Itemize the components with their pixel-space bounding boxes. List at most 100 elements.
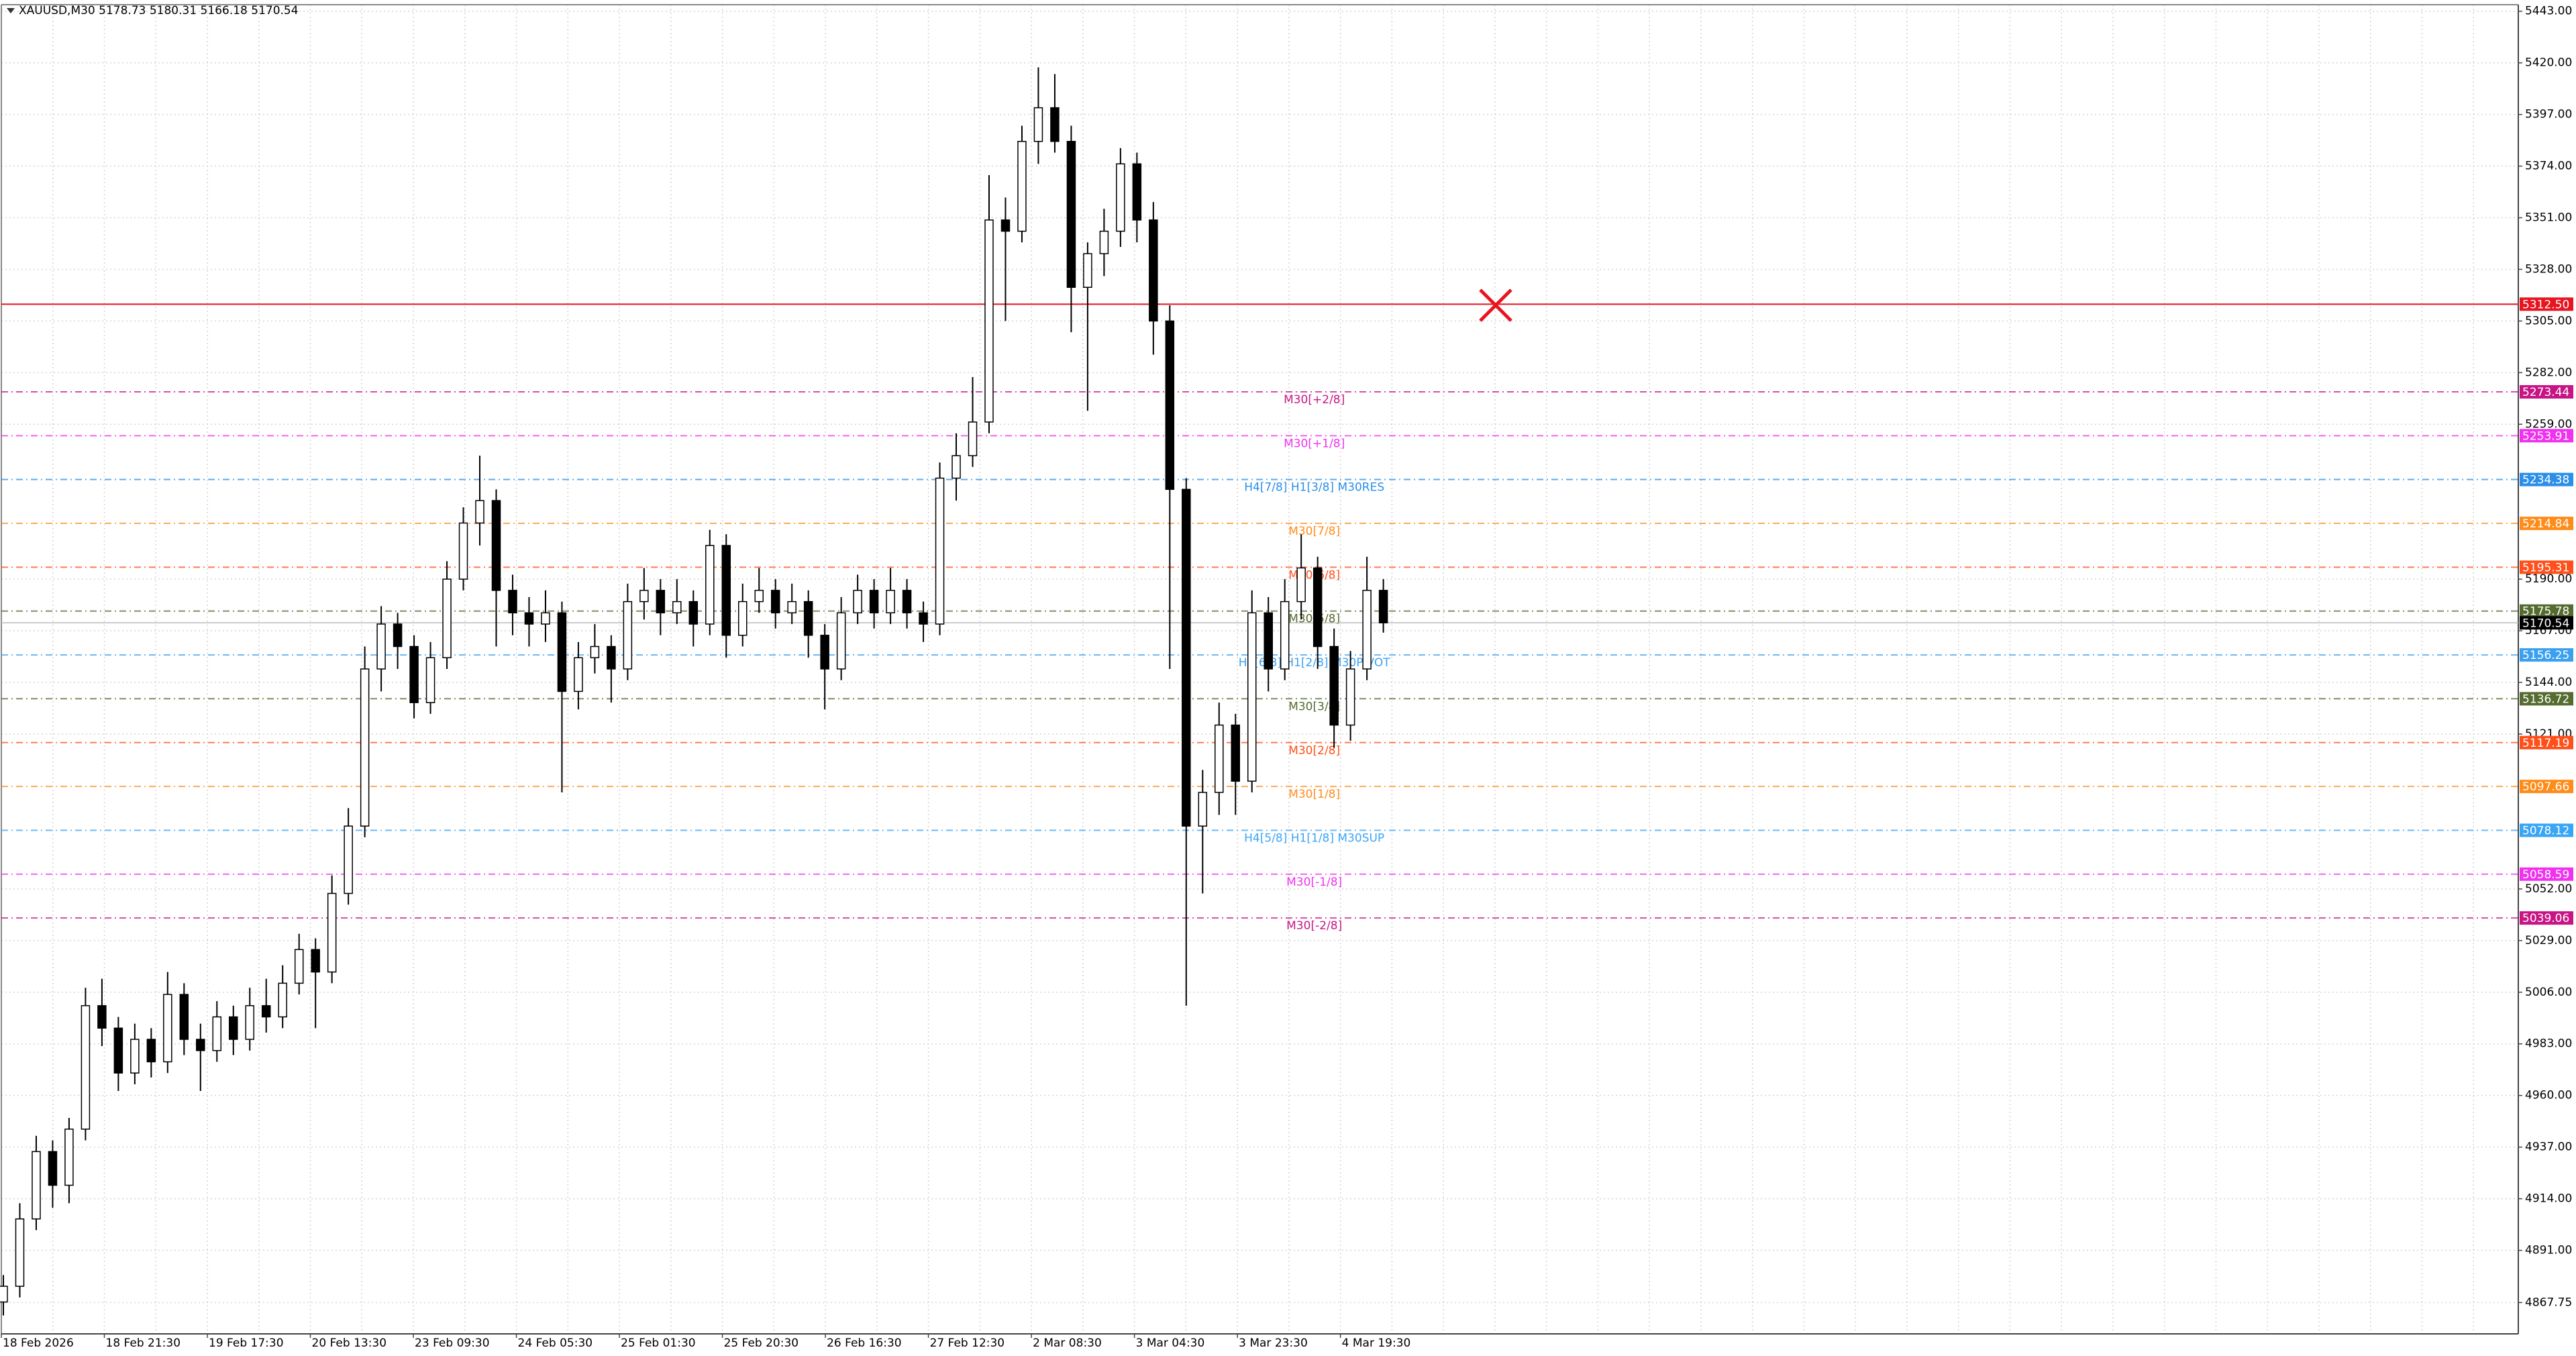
candle-body xyxy=(787,601,796,614)
y-tick-label: 4960.00 xyxy=(2525,1089,2572,1102)
y-tick-label: 4937.00 xyxy=(2525,1141,2572,1154)
y-tick-label: 5420.00 xyxy=(2525,56,2572,70)
level-label: M30[2/8] xyxy=(1288,744,1340,758)
level-label: H4[5/8] H1[1/8] M30SUP xyxy=(1244,831,1384,845)
level-price-tag-bg xyxy=(2520,517,2573,531)
grid xyxy=(1,5,2518,1334)
candle-body xyxy=(1378,590,1388,624)
candle-body xyxy=(1296,567,1306,603)
y-tick-label: 4867.75 xyxy=(2525,1296,2572,1309)
candle-body xyxy=(557,612,567,692)
candle-body xyxy=(721,545,731,636)
level-price-tag-bg xyxy=(2520,735,2573,749)
level-price-tag-bg xyxy=(2520,867,2573,881)
level-price-tag: 5175.78 xyxy=(2522,605,2569,619)
candle-body xyxy=(146,1039,156,1063)
candle-body xyxy=(212,1016,222,1051)
level-price-tag: 5039.06 xyxy=(2522,912,2569,925)
x-tick-label: 19 Feb 17:30 xyxy=(209,1337,284,1350)
candle-body xyxy=(623,601,633,670)
candle-body xyxy=(574,657,583,692)
candle-body xyxy=(935,477,945,625)
level-label: M30[-2/8] xyxy=(1286,919,1342,933)
candle-body xyxy=(1247,612,1257,782)
candle-body xyxy=(64,1129,74,1186)
level-price-tag: 5097.66 xyxy=(2522,780,2569,794)
candle-body xyxy=(1165,320,1175,490)
candle-body xyxy=(196,1039,205,1051)
candle-body xyxy=(409,645,419,703)
level-label: M30[+1/8] xyxy=(1284,437,1345,450)
candle-body xyxy=(1116,163,1125,232)
level-price-tag: 5253.91 xyxy=(2522,429,2569,443)
candle-body xyxy=(853,590,862,614)
bid-tag: 5170.54 xyxy=(2522,617,2569,630)
candle-body xyxy=(393,623,403,647)
level-price-tag-bg xyxy=(2520,385,2573,399)
candle-body xyxy=(491,500,501,591)
symbol-menu-icon[interactable] xyxy=(7,8,15,13)
candle-body xyxy=(886,590,895,614)
level-price-tag: 5273.44 xyxy=(2522,386,2569,399)
candle-body xyxy=(113,1027,123,1074)
candle-body xyxy=(294,949,304,984)
candle-body xyxy=(327,892,337,973)
candle-body xyxy=(968,421,978,456)
candle-body xyxy=(179,994,189,1040)
x-tick-label: 20 Feb 13:30 xyxy=(312,1337,387,1350)
level-price-tag: 5234.38 xyxy=(2522,474,2569,487)
level-label: H4[6/8] H1[2/8] M30PIVOT xyxy=(1239,656,1391,670)
level-price-tag-bg xyxy=(2520,780,2573,794)
candle-body xyxy=(1362,590,1372,670)
candle-body xyxy=(1329,645,1339,726)
candle-body xyxy=(524,612,534,625)
candle-body xyxy=(475,500,484,524)
candle-body xyxy=(919,612,928,625)
candle-body xyxy=(639,590,649,603)
candle-body xyxy=(48,1151,58,1186)
candle-body xyxy=(229,1016,238,1040)
y-tick-label: 5351.00 xyxy=(2525,211,2572,225)
candle-body xyxy=(672,601,682,614)
candle-body xyxy=(360,668,370,827)
y-tick-label: 4983.00 xyxy=(2525,1037,2572,1051)
candle-body xyxy=(1345,668,1355,726)
candle-body xyxy=(1050,107,1060,142)
level-price-tag: 5117.19 xyxy=(2522,737,2569,750)
candle-body xyxy=(1000,219,1011,232)
candle-body xyxy=(1066,141,1076,288)
y-tick-label: 5397.00 xyxy=(2525,108,2572,121)
candle-body xyxy=(836,612,846,670)
level-price-tag-bg xyxy=(2520,648,2573,662)
level-price-tag: 5156.25 xyxy=(2522,649,2569,662)
candle-body xyxy=(820,635,829,670)
candle-body xyxy=(1033,107,1043,142)
y-tick-label: 5029.00 xyxy=(2525,934,2572,947)
candle-body xyxy=(344,825,353,894)
y-tick-label: 5282.00 xyxy=(2525,366,2572,379)
candle-body xyxy=(803,601,813,636)
level-label: M30[+2/8] xyxy=(1284,393,1345,407)
candle-body xyxy=(425,657,435,703)
candle-body xyxy=(1083,253,1092,288)
candle-body xyxy=(1182,488,1191,827)
x-tick-label: 23 Feb 09:30 xyxy=(415,1337,490,1350)
x-tick-label: 26 Feb 16:30 xyxy=(827,1337,902,1350)
x-tick-label: 27 Feb 12:30 xyxy=(930,1337,1005,1350)
level-price-tag: 5078.12 xyxy=(2522,824,2569,837)
level-label: H4[7/8] H1[3/8] M30RES xyxy=(1244,481,1384,494)
y-tick-label: 5443.00 xyxy=(2525,5,2572,18)
y-tick-label: 5144.00 xyxy=(2525,676,2572,689)
candle-body xyxy=(1280,601,1290,670)
x-tick-label: 18 Feb 21:30 xyxy=(106,1337,181,1350)
candle-body xyxy=(754,590,764,603)
level-price-tag: 5214.84 xyxy=(2522,517,2569,531)
candle-body xyxy=(1132,163,1142,221)
candle-body xyxy=(607,645,616,670)
candle-body xyxy=(1099,230,1109,254)
delete-marker xyxy=(1479,289,1512,322)
candle-body xyxy=(1198,792,1208,827)
candle-body xyxy=(376,623,386,670)
candle-body xyxy=(688,601,699,625)
